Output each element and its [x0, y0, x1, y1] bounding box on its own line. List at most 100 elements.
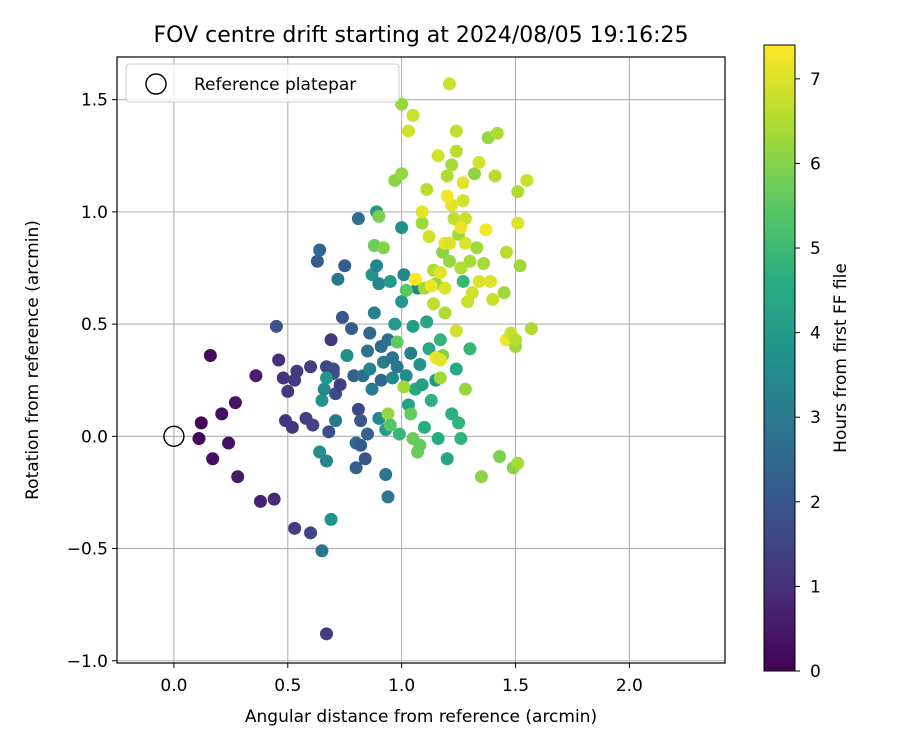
data-point: [433, 333, 447, 347]
data-point: [454, 432, 468, 446]
data-point: [392, 427, 406, 441]
data-point: [360, 427, 374, 441]
data-point: [465, 286, 479, 300]
legend-reference-marker: [145, 73, 167, 95]
data-point: [433, 265, 447, 279]
data-point: [288, 521, 302, 535]
colorbar-tick-label: 0: [810, 662, 821, 682]
data-point: [420, 182, 434, 196]
colorbar-tick-label: 4: [810, 324, 821, 344]
data-point: [381, 490, 395, 504]
legend: Reference platepar: [125, 63, 400, 103]
data-point: [456, 194, 470, 208]
data-point: [340, 349, 354, 363]
data-point: [438, 306, 452, 320]
data-point: [397, 268, 411, 282]
data-point: [383, 418, 397, 432]
data-point: [365, 382, 379, 396]
data-point: [497, 286, 511, 300]
data-point: [454, 221, 468, 235]
data-point: [290, 364, 304, 378]
data-point: [338, 259, 352, 273]
data-point: [324, 333, 338, 347]
data-points: [192, 77, 538, 641]
data-point: [490, 126, 504, 140]
colorbar-tick-label: 6: [810, 154, 821, 174]
data-point: [354, 438, 368, 452]
data-point: [449, 144, 463, 158]
data-point: [509, 333, 523, 347]
data-point: [192, 432, 206, 446]
y-axis-label: Rotation from reference (arcmin): [23, 220, 43, 500]
data-point: [231, 470, 245, 484]
data-point: [331, 272, 345, 286]
data-point: [413, 438, 427, 452]
data-point: [440, 452, 454, 466]
data-point: [445, 158, 459, 172]
data-point: [304, 360, 318, 374]
x-tick-label: 1.5: [502, 676, 529, 696]
data-point: [395, 295, 409, 309]
data-point: [477, 256, 491, 270]
colorbar-ticks: 0 1 2 3 4 5 6 7: [795, 70, 821, 682]
data-point: [194, 416, 208, 430]
data-point: [345, 322, 359, 336]
data-point: [452, 416, 466, 430]
data-point: [281, 384, 295, 398]
data-point: [472, 274, 486, 288]
x-axis-ticks: 0.0 0.5 1.0 1.5 2.0: [160, 663, 643, 696]
data-point: [215, 407, 229, 421]
data-point: [399, 283, 413, 297]
x-tick-label: 1.0: [388, 676, 415, 696]
data-point: [313, 243, 327, 257]
data-point: [415, 205, 429, 219]
data-point: [313, 445, 327, 459]
data-point: [422, 342, 436, 356]
data-point: [360, 344, 374, 358]
data-point: [458, 382, 472, 396]
data-point: [326, 362, 340, 376]
colorbar-tick-label: 7: [810, 70, 821, 90]
data-point: [447, 212, 461, 226]
data-point: [422, 230, 436, 244]
data-point: [406, 108, 420, 122]
reference-point: [163, 425, 185, 448]
data-point: [524, 322, 538, 336]
data-point: [468, 167, 482, 181]
data-point: [329, 414, 343, 428]
data-point: [395, 167, 409, 181]
data-point: [431, 149, 445, 163]
data-point: [474, 470, 488, 484]
data-point: [520, 173, 534, 187]
data-point: [319, 454, 333, 468]
data-point: [249, 369, 263, 383]
data-point: [433, 371, 447, 385]
colorbar-gradient: [763, 44, 796, 672]
data-point: [511, 456, 525, 470]
colorbar-tick-label: 5: [810, 239, 821, 259]
data-point: [381, 407, 395, 421]
data-point: [370, 259, 384, 273]
data-point: [358, 452, 372, 466]
colorbar-tick-label: 2: [810, 493, 821, 513]
data-point: [333, 378, 347, 392]
y-tick-label: 1.0: [81, 203, 108, 223]
data-point: [304, 526, 318, 540]
data-point: [442, 236, 456, 250]
data-point: [317, 382, 331, 396]
data-point: [424, 393, 438, 407]
data-point: [458, 236, 472, 250]
data-point: [395, 221, 409, 235]
data-point: [415, 216, 429, 230]
y-axis-ticks: −1.0 −0.5 0.0 0.5 1.0 1.5: [67, 91, 117, 672]
data-point: [276, 371, 290, 385]
data-point: [433, 353, 447, 367]
data-point: [367, 306, 381, 320]
data-point: [347, 369, 361, 383]
data-point: [228, 396, 242, 410]
data-point: [349, 461, 363, 475]
plot-frame: [116, 56, 726, 664]
data-point: [388, 317, 402, 331]
data-point: [222, 436, 236, 450]
data-point: [363, 362, 377, 376]
